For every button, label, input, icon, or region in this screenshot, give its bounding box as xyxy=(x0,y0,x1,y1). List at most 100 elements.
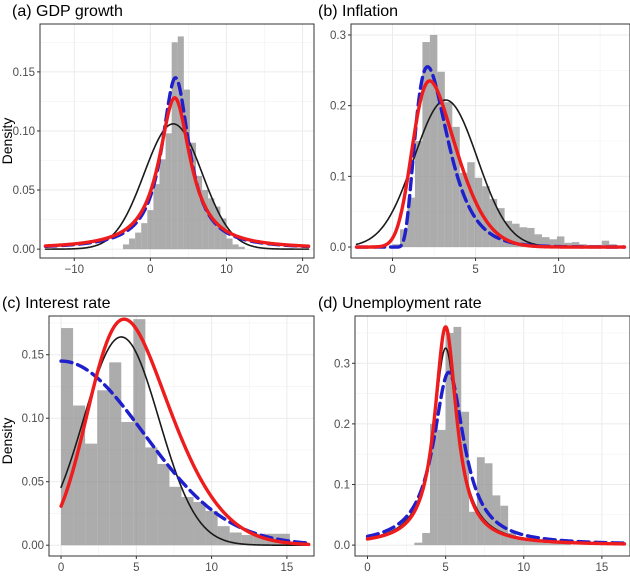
histogram-bar xyxy=(422,532,430,546)
histogram-bar xyxy=(177,36,184,250)
x-tick-label: 0 xyxy=(58,562,64,574)
histogram-bar xyxy=(437,429,446,546)
histogram-bar xyxy=(571,242,580,248)
y-tick-label: 0.1 xyxy=(334,479,350,491)
y-tick-label: 0.05 xyxy=(22,477,44,489)
histogram-bar xyxy=(109,362,122,546)
y-tick-label: 0.1 xyxy=(330,171,346,183)
panel-title: (c) Interest rate xyxy=(2,295,111,312)
panel-title: (a) GDP growth xyxy=(12,3,123,20)
y-tick-label: 0.3 xyxy=(334,358,350,370)
histogram-bar xyxy=(202,190,209,250)
histogram-bar xyxy=(422,42,430,248)
x-tick-label: 0 xyxy=(364,562,370,574)
y-tick-label: 0.00 xyxy=(13,244,35,256)
histogram-bar xyxy=(549,239,557,248)
x-tick-label: 0 xyxy=(389,264,395,276)
histogram-bar xyxy=(171,42,178,250)
density-curve-red-thick xyxy=(365,325,627,546)
histogram-bar xyxy=(165,133,172,250)
plot-border xyxy=(354,315,630,557)
histogram-bar xyxy=(484,463,493,546)
y-tick-label: 0.0 xyxy=(330,242,346,254)
density-curve-red-thick xyxy=(43,96,311,248)
x-tick-label: 10 xyxy=(552,264,565,276)
histogram-bar xyxy=(253,533,266,546)
histogram-bar xyxy=(214,206,221,250)
histogram-bar xyxy=(539,542,548,546)
y-axis-label: Density xyxy=(0,118,15,165)
x-tick-label: 10 xyxy=(517,562,530,574)
panel-inflation: (b) Inflation 0 5 10 0.0 0.1 0.2 0.3 xyxy=(318,3,630,276)
density-curve-black-thin xyxy=(44,123,310,250)
histogram-bar xyxy=(241,535,254,546)
histogram-bar xyxy=(523,537,532,546)
histogram-bar xyxy=(534,234,542,248)
y-tick-label: 0.0 xyxy=(334,540,350,552)
histogram-bar xyxy=(482,186,490,248)
histogram-bar xyxy=(220,218,227,250)
histogram-bar xyxy=(193,502,206,546)
histogram-bar xyxy=(181,496,194,546)
histogram-bar xyxy=(508,532,516,546)
x-tick-label: 5 xyxy=(442,562,448,574)
histogram-bar xyxy=(97,390,110,546)
x-tick-label: 15 xyxy=(595,562,608,574)
x-tick-label: 20 xyxy=(296,264,309,276)
y-tick-label: 0.2 xyxy=(334,419,350,431)
histogram-bar xyxy=(189,142,197,250)
plot-border xyxy=(48,315,315,557)
y-tick-label: 0.05 xyxy=(13,185,35,197)
histogram-bar xyxy=(531,540,540,546)
y-tick-label: 0.3 xyxy=(330,30,346,42)
histogram-bar xyxy=(430,423,438,546)
histogram-bar xyxy=(135,232,142,250)
y-tick-label: 0.15 xyxy=(13,67,35,79)
x-tick-label: 5 xyxy=(472,264,478,276)
histogram-bar xyxy=(141,223,148,250)
histogram-bar xyxy=(459,172,468,248)
histogram-bar xyxy=(205,510,218,546)
y-tick-label: 0.10 xyxy=(22,413,44,425)
histogram-bar xyxy=(122,244,130,250)
x-tick-label: 10 xyxy=(220,264,233,276)
density-curve-red-thick xyxy=(354,79,627,249)
histogram-bar xyxy=(452,126,460,248)
histogram-bar xyxy=(601,240,610,248)
histogram-bar xyxy=(474,177,483,248)
x-tick-label: −10 xyxy=(64,264,84,276)
histogram-bar xyxy=(500,505,509,546)
density-curve-red-thick xyxy=(59,317,311,547)
histogram-bar xyxy=(226,238,233,250)
histogram-bar xyxy=(445,332,454,546)
histogram-bar xyxy=(217,526,230,546)
density-curve-blue-dashed xyxy=(59,359,311,545)
x-tick-label: 0 xyxy=(147,264,153,276)
histogram-bar xyxy=(555,542,563,546)
histogram-bar xyxy=(157,463,170,546)
histogram-bar xyxy=(129,238,136,250)
histogram-bar xyxy=(527,227,535,248)
histogram-bar xyxy=(159,159,166,250)
histogram-bar xyxy=(153,184,160,250)
plot-border xyxy=(39,23,315,259)
histogram-bar xyxy=(519,227,528,248)
histogram-bar xyxy=(564,242,572,248)
y-tick-label: 0.00 xyxy=(22,540,44,552)
x-tick-label: 10 xyxy=(205,562,218,574)
histogram-bar xyxy=(492,495,501,546)
histogram-bar xyxy=(547,543,555,546)
y-tick-label: 0.15 xyxy=(22,350,44,362)
histogram-bar xyxy=(414,141,423,248)
histogram-bar xyxy=(147,210,154,250)
panel-unemployment-rate: (d) Unemployment rate 0 5 10 15 0.0 0.1 0.2 0.3 xyxy=(318,295,630,574)
density-curve-black-thin xyxy=(60,336,310,547)
panel-gdp-growth: (a) GDP growth Density −10 0 10 20 0.00 0.05 0.1… xyxy=(0,3,315,276)
histogram-bar xyxy=(85,443,98,546)
histogram-bar xyxy=(238,246,245,250)
histogram-bar xyxy=(121,422,134,546)
histogram-bar xyxy=(497,208,505,248)
histogram-bar xyxy=(183,89,190,250)
